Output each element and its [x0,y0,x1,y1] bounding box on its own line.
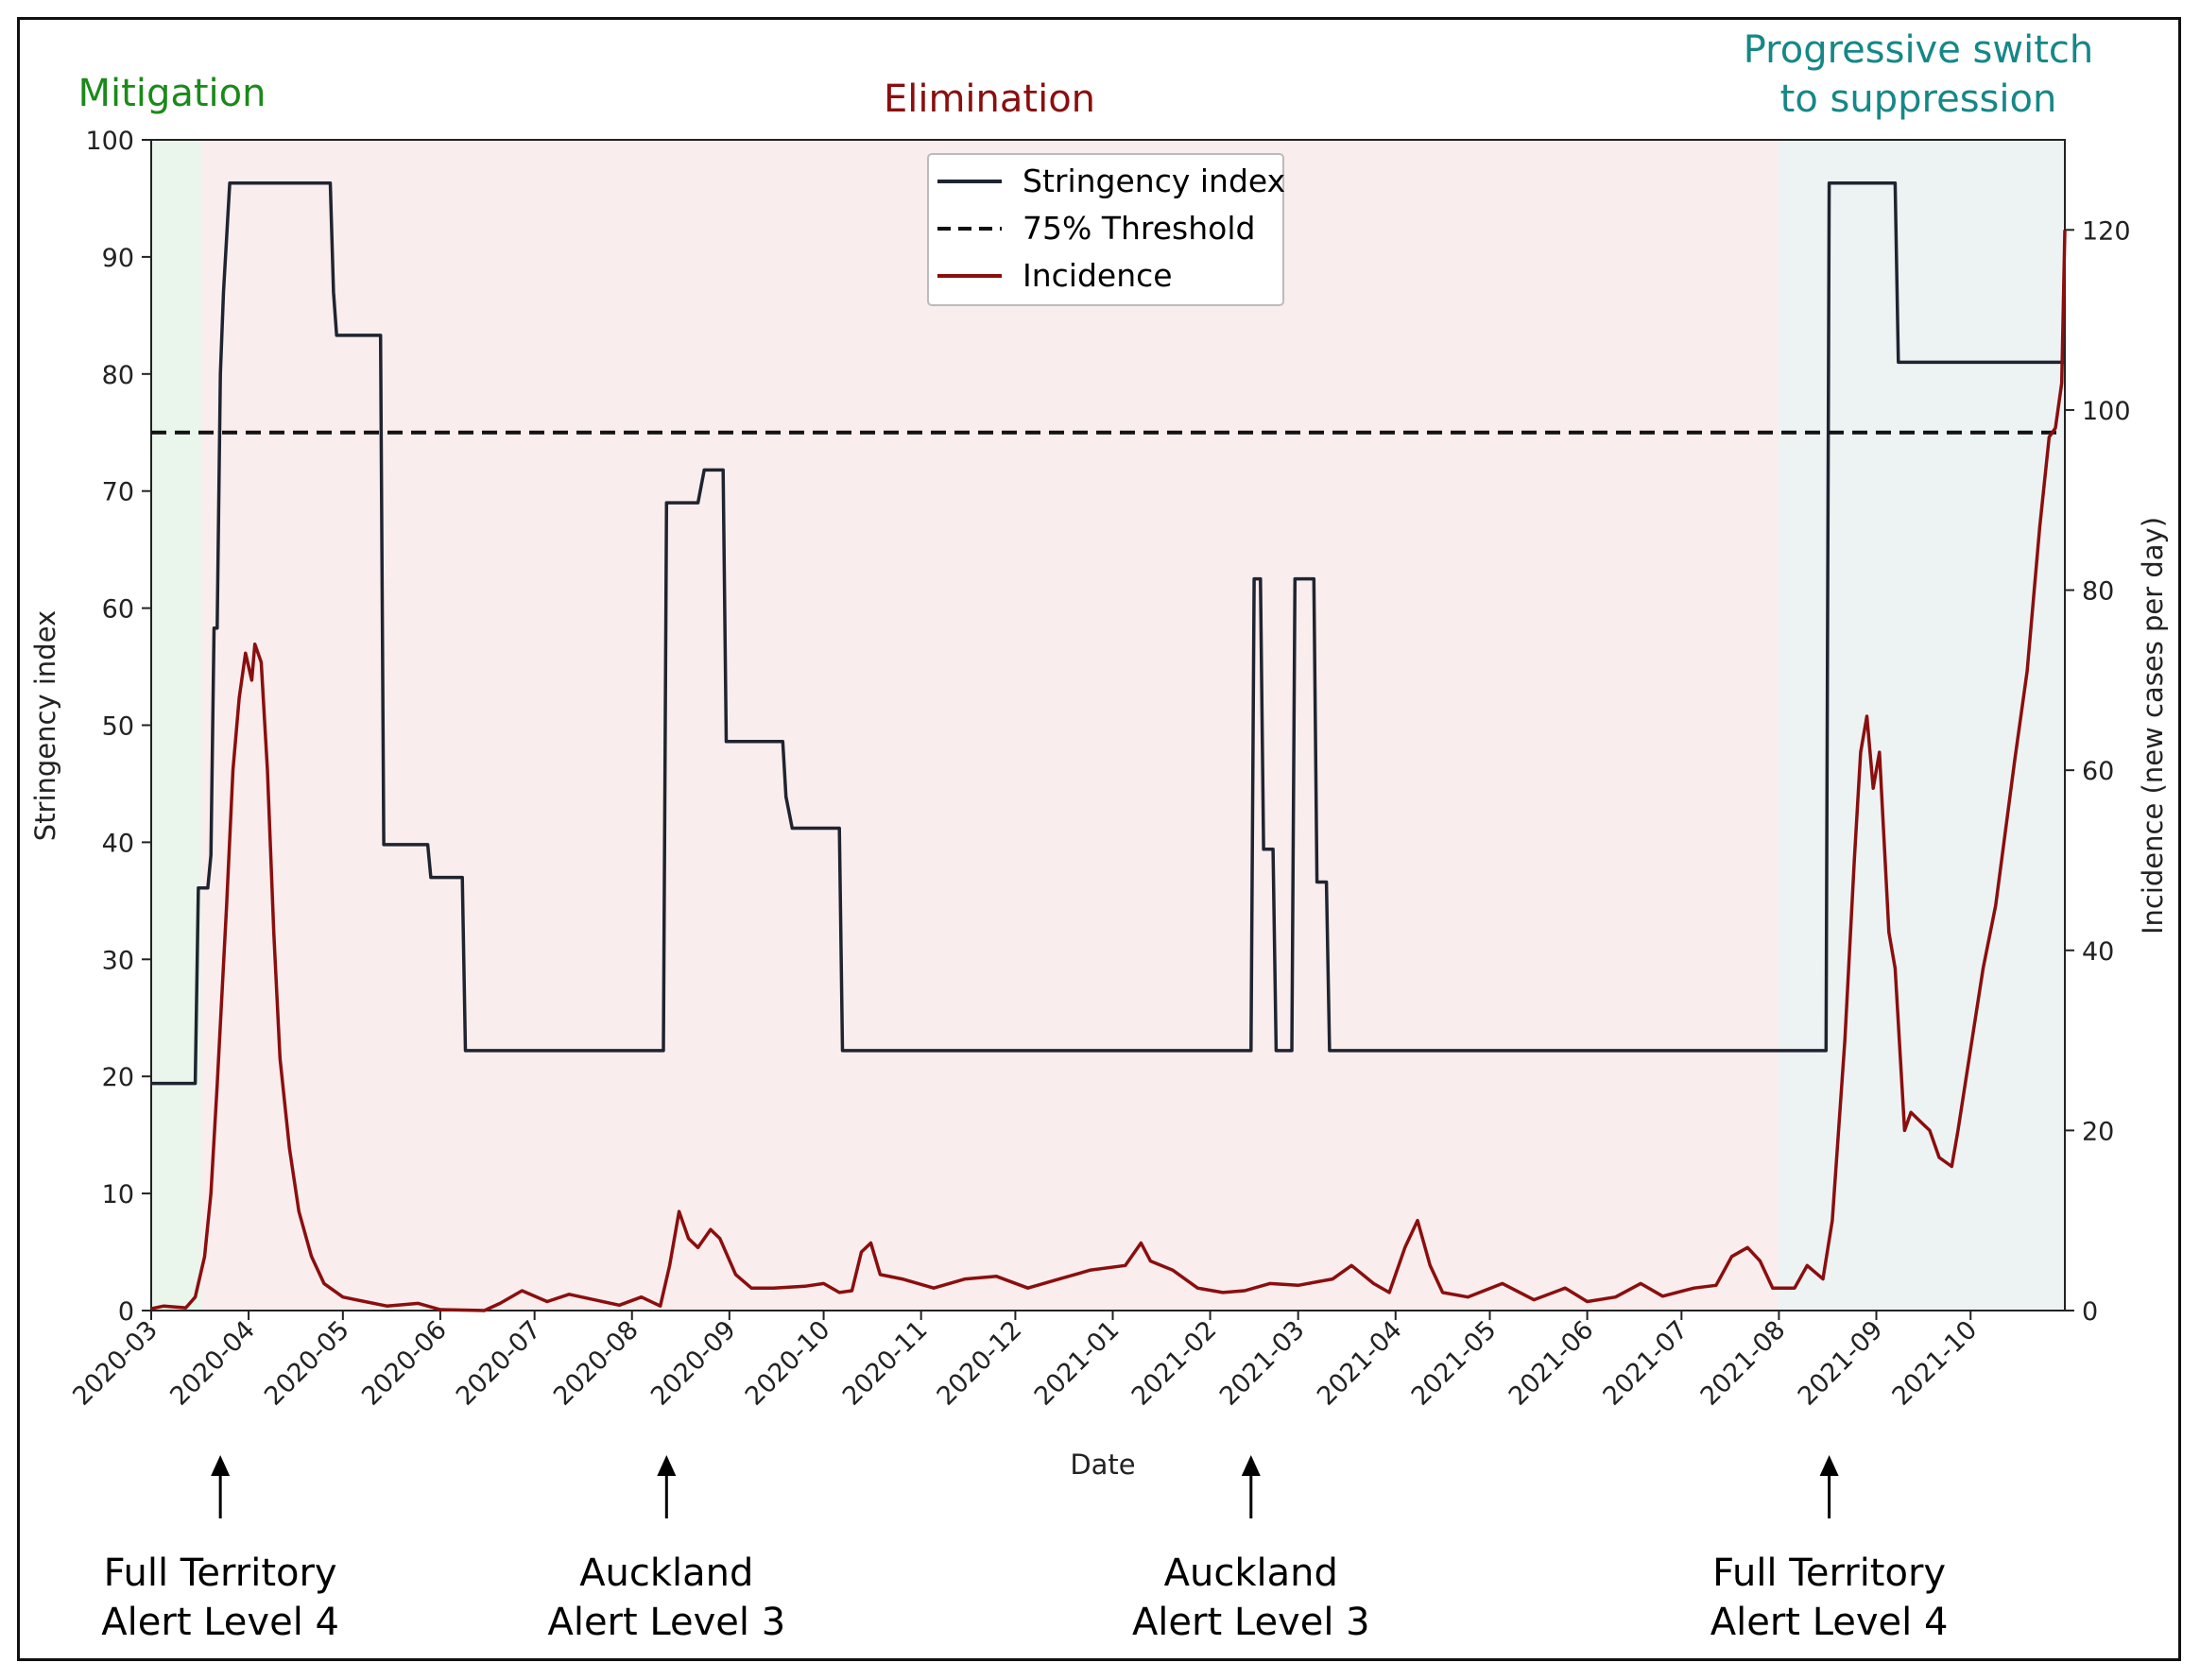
x-tick-label: 2020-08 [548,1315,645,1412]
x-tick-label: 2020-05 [259,1315,355,1412]
annotation-label-line2: Alert Level 3 [1132,1601,1370,1644]
phase-label: to suppression [1780,77,2057,121]
series-line-stringency-index [151,181,2065,1086]
y-left-tick-label: 100 [85,127,134,156]
y-axis-right: 0 20 40 60 80 100 120 [2065,216,2131,1327]
y-left-tick-label: 0 [118,1297,134,1327]
y-right-tick-label: 80 [2082,577,2114,607]
phase-label: Elimination [884,77,1095,121]
series-line-incidence [150,230,2067,1312]
x-tick-label: 2021-02 [1126,1315,1223,1412]
y-left-tick-label: 50 [102,712,134,742]
phase-label: Progressive switch [1744,28,2094,72]
y-right-tick-label: 20 [2082,1117,2114,1146]
y-axis-left-label: Stringency index [29,610,61,841]
annotation-label-line1: Full Territory [1712,1551,1946,1595]
annotation-label-line1: Auckland [1164,1551,1338,1595]
y-left-tick-label: 40 [102,829,134,858]
x-tick-label: 2021-07 [1598,1315,1694,1412]
x-tick-label: 2021-03 [1214,1315,1311,1412]
legend-label: Stringency index [1023,163,1285,199]
y-axis-left: 0 10 20 30 40 50 60 70 80 90 100 [85,127,151,1327]
y-right-tick-label: 0 [2082,1297,2098,1327]
annotation-arrow-icon [657,1455,677,1476]
x-tick-label: 2021-04 [1312,1315,1408,1412]
x-tick-label: 2021-08 [1695,1315,1792,1412]
y-left-tick-label: 10 [102,1180,134,1209]
annotation-label-line1: Full Territory [104,1551,337,1595]
x-tick-label: 2020-11 [837,1315,934,1412]
y-left-tick-label: 30 [102,946,134,975]
legend: Stringency index 75% Threshold Incidence [927,153,1285,306]
y-axis-right-label: Incidence (new cases per day) [2137,517,2169,934]
y-left-tick-label: 90 [102,244,134,273]
x-axis-label: Date [1070,1449,1135,1481]
x-tick-label: 2020-09 [645,1315,742,1412]
y-right-tick-label: 100 [2082,397,2131,426]
annotation-label-line2: Alert Level 4 [101,1601,339,1644]
y-left-tick-label: 60 [102,595,134,625]
y-right-tick-label: 40 [2082,937,2114,967]
y-left-tick-label: 80 [102,361,134,390]
y-left-tick-label: 70 [102,478,134,507]
y-left-tick-label: 20 [102,1063,134,1092]
phase-label: Mitigation [78,72,266,115]
phase-band-1 [201,140,1779,1311]
phase-labels: Mitigation Elimination Progressive switch t… [78,28,2094,121]
x-tick-label: 2020-07 [451,1315,547,1412]
x-tick-label: 2021-09 [1793,1315,1889,1412]
x-tick-label: 2020-04 [164,1315,261,1412]
annotation-arrow-icon [1241,1455,1261,1476]
x-tick-label: 2021-05 [1406,1315,1503,1412]
x-tick-label: 2020-12 [932,1315,1028,1412]
annotation-label-line1: Auckland [579,1551,753,1595]
x-tick-label: 2021-01 [1029,1315,1126,1412]
figure-frame [17,17,2181,1661]
x-tick-label: 2020-06 [356,1315,453,1412]
series [150,181,2067,1312]
x-tick-label: 2021-10 [1887,1315,1984,1412]
legend-box [927,153,1284,306]
x-tick-label: 2020-03 [67,1315,163,1412]
annotation-arrow-icon [1819,1455,1839,1476]
annotation-arrow-icon [211,1455,231,1476]
x-tick-label: 2020-10 [740,1315,836,1412]
annotation-label-line2: Alert Level 4 [1710,1601,1949,1644]
y-right-tick-label: 60 [2082,757,2114,786]
annotations: Full Territory Alert Level 4 Auckland Alert… [101,1455,1948,1644]
annotation-label-line2: Alert Level 3 [547,1601,785,1644]
phase-bands [151,140,2065,1311]
legend-label: 75% Threshold [1023,210,1255,247]
phase-band-2 [1779,140,2065,1311]
legend-label: Incidence [1023,257,1173,294]
phase-band-0 [151,140,202,1311]
x-tick-label: 2021-06 [1504,1315,1600,1412]
y-right-tick-label: 120 [2082,216,2131,246]
